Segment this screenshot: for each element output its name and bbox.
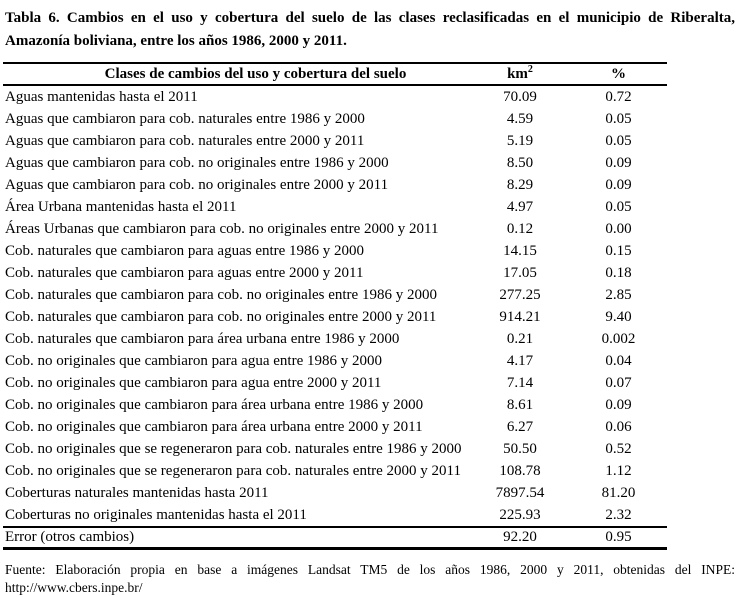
table-row: Cob. no originales que se regeneraron pa… <box>3 460 667 482</box>
row-class-label: Áreas Urbanas que cambiaron para cob. no… <box>5 221 439 237</box>
row-percent-value: 0.06 <box>605 419 632 435</box>
header-classes-column: Clases de cambios del uso y cobertura de… <box>104 66 407 82</box>
row-class-label: Cob. naturales que cambiaron para aguas … <box>5 265 364 281</box>
row-percent-value: 81.20 <box>601 485 636 501</box>
row-km2-value: 50.50 <box>503 441 537 457</box>
row-km2-value: 0.21 <box>506 331 534 347</box>
table-row: Cob. no originales que cambiaron para ag… <box>3 372 667 394</box>
row-class-label: Área Urbana mantenidas hasta el 2011 <box>5 199 237 215</box>
row-percent-value: 0.09 <box>605 397 632 413</box>
row-percent-value: 0.72 <box>605 89 632 105</box>
row-km2-value: 8.61 <box>506 397 534 413</box>
row-km2-value: 4.59 <box>506 111 534 127</box>
row-class-label: Cob. no originales que cambiaron para ag… <box>5 375 382 391</box>
row-class-label: Coberturas naturales mantenidas hasta 20… <box>5 485 269 501</box>
row-percent-value: 9.40 <box>605 309 632 325</box>
row-km2-value: 0.12 <box>506 221 534 237</box>
row-percent-value: 0.05 <box>605 111 632 127</box>
row-class-label: Aguas que cambiaron para cob. no origina… <box>5 155 389 171</box>
row-class-label: Cob. no originales que cambiaron para ár… <box>5 419 423 435</box>
table-row: Cob. naturales que cambiaron para aguas … <box>3 262 667 284</box>
row-km2-value: 914.21 <box>499 309 541 325</box>
table-row: Cob. naturales que cambiaron para área u… <box>3 328 667 350</box>
row-percent-value: 0.52 <box>605 441 632 457</box>
row-class-label: Cob. no originales que cambiaron para ár… <box>5 397 424 413</box>
row-class-label: Cob. naturales que cambiaron para cob. n… <box>5 287 437 303</box>
row-km2-value: 4.17 <box>506 353 534 369</box>
source-note-line1: Fuente: Elaboración propia en base a imá… <box>5 562 735 577</box>
source-note-url: http://www.cbers.inpe.br/ <box>5 580 143 595</box>
row-percent-value: 2.85 <box>605 287 632 303</box>
row-class-label: Aguas mantenidas hasta el 2011 <box>5 89 198 105</box>
row-percent-value: 0.18 <box>605 265 632 281</box>
row-km2-value: 277.25 <box>499 287 541 303</box>
row-km2-value: 5.19 <box>506 133 534 149</box>
table-row-error: Error (otros cambios) 92.20 0.95 <box>3 526 667 547</box>
row-class-label: Cob. naturales que cambiaron para aguas … <box>5 243 365 259</box>
row-km2-value: 7897.54 <box>495 485 545 501</box>
row-class-label: Aguas que cambiaron para cob. naturales … <box>5 133 365 149</box>
table-row: Cob. no originales que cambiaron para ár… <box>3 416 667 438</box>
header-percent-column: % <box>611 66 626 82</box>
row-class-label: Cob. no originales que cambiaron para ag… <box>5 353 382 369</box>
row-km2-value: 6.27 <box>506 419 534 435</box>
table-row: Cob. no originales que cambiaron para ag… <box>3 350 667 372</box>
row-percent-value: 0.07 <box>605 375 632 391</box>
row-percent-value: 2.32 <box>605 507 632 523</box>
header-km2-superscript: 2 <box>527 64 533 75</box>
error-row-label: Error (otros cambios) <box>5 529 135 545</box>
row-class-label: Cob. no originales que se regeneraron pa… <box>5 441 462 457</box>
table-row: Aguas mantenidas hasta el 2011 70.09 0.7… <box>3 86 667 108</box>
table-header-row: Clases de cambios del uso y cobertura de… <box>3 64 667 86</box>
row-percent-value: 0.04 <box>605 353 632 369</box>
table-caption-line1: Tabla 6. Cambios en el uso y cobertura d… <box>5 10 735 26</box>
table-row: Aguas que cambiaron para cob. no origina… <box>3 152 667 174</box>
row-km2-value: 7.14 <box>506 375 534 391</box>
row-class-label: Coberturas no originales mantenidas hast… <box>5 507 307 523</box>
row-percent-value: 0.09 <box>605 155 632 171</box>
table-row: Área Urbana mantenidas hasta el 2011 4.9… <box>3 196 667 218</box>
row-percent-value: 0.05 <box>605 133 632 149</box>
table-row: Cob. no originales que cambiaron para ár… <box>3 394 667 416</box>
row-percent-value: 0.05 <box>605 199 632 215</box>
row-km2-value: 108.78 <box>499 463 541 479</box>
row-km2-value: 70.09 <box>503 89 537 105</box>
row-km2-value: 14.15 <box>503 243 537 259</box>
table-row: Cob. naturales que cambiaron para cob. n… <box>3 306 667 328</box>
row-class-label: Cob. naturales que cambiaron para cob. n… <box>5 309 437 325</box>
row-km2-value: 17.05 <box>503 265 537 281</box>
table-body: Aguas mantenidas hasta el 2011 70.09 0.7… <box>3 86 667 526</box>
table-row: Aguas que cambiaron para cob. naturales … <box>3 130 667 152</box>
row-percent-value: 0.00 <box>605 221 632 237</box>
error-row-km2-value: 92.20 <box>503 529 537 545</box>
row-class-label: Cob. naturales que cambiaron para área u… <box>5 331 400 347</box>
table-row: Cob. naturales que cambiaron para cob. n… <box>3 284 667 306</box>
table-row: Áreas Urbanas que cambiaron para cob. no… <box>3 218 667 240</box>
table-row: Cob. no originales que se regeneraron pa… <box>3 438 667 460</box>
table-caption-line2: Amazonía boliviana, entre los años 1986,… <box>5 33 347 49</box>
header-km2-base: km <box>507 66 528 82</box>
row-class-label: Aguas que cambiaron para cob. naturales … <box>5 111 365 127</box>
header-km2-column: km2 <box>470 64 570 84</box>
row-percent-value: 1.12 <box>605 463 632 479</box>
row-percent-value: 0.002 <box>601 331 636 347</box>
row-class-label: Cob. no originales que se regeneraron pa… <box>5 463 461 479</box>
row-km2-value: 225.93 <box>499 507 541 523</box>
source-note: Fuente: Elaboración propia en base a imá… <box>5 561 735 597</box>
table-row: Aguas que cambiaron para cob. naturales … <box>3 108 667 130</box>
row-km2-value: 8.29 <box>506 177 534 193</box>
row-class-label: Aguas que cambiaron para cob. no origina… <box>5 177 389 193</box>
row-percent-value: 0.15 <box>605 243 632 259</box>
row-percent-value: 0.09 <box>605 177 632 193</box>
row-km2-value: 4.97 <box>506 199 534 215</box>
table-row: Coberturas naturales mantenidas hasta 20… <box>3 482 667 504</box>
table-caption: Tabla 6. Cambios en el uso y cobertura d… <box>0 0 740 53</box>
table-row: Coberturas no originales mantenidas hast… <box>3 504 667 526</box>
land-cover-change-table: Clases de cambios del uso y cobertura de… <box>3 62 667 550</box>
error-row-percent-value: 0.95 <box>605 529 632 545</box>
table-row: Aguas que cambiaron para cob. no origina… <box>3 174 667 196</box>
table-row: Cob. naturales que cambiaron para aguas … <box>3 240 667 262</box>
row-km2-value: 8.50 <box>506 155 534 171</box>
